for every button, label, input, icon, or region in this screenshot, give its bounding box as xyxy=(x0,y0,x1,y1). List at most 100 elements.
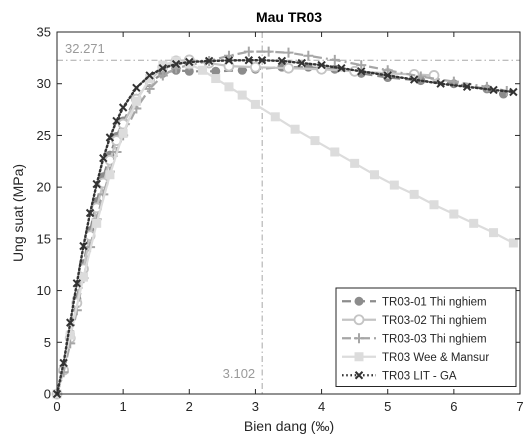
series-point xyxy=(237,90,247,100)
series-point xyxy=(118,103,128,112)
peak-strain-label: 3.102 xyxy=(223,366,256,381)
legend-marker xyxy=(354,371,364,380)
y-tick-label: 20 xyxy=(37,180,51,195)
chart-title: Mau TR03 xyxy=(256,9,322,25)
legend-entry: TR03-01 Thi nghiem xyxy=(342,296,487,308)
series-point xyxy=(204,56,214,66)
y-tick-label: 10 xyxy=(37,283,51,298)
series-point xyxy=(303,50,314,61)
series-point xyxy=(283,47,294,58)
series-point xyxy=(112,116,121,126)
series-point xyxy=(185,57,194,67)
y-tick-label: 30 xyxy=(37,76,51,91)
series-point xyxy=(270,112,280,122)
legend-marker xyxy=(353,314,365,326)
legend-marker xyxy=(354,352,364,362)
series-layer xyxy=(51,46,518,400)
series-point xyxy=(337,63,346,73)
x-tick-label: 7 xyxy=(516,399,523,414)
series-point xyxy=(277,56,287,66)
series-point xyxy=(509,87,518,97)
legend-entry: TR03-02 Thi nghiem xyxy=(342,314,487,327)
series-point xyxy=(462,82,472,92)
x-tick-label: 5 xyxy=(384,399,391,414)
plot-area-border xyxy=(56,31,521,395)
x-tick-label: 6 xyxy=(450,399,457,414)
series-point xyxy=(224,56,234,65)
series-4 xyxy=(52,56,518,399)
series-point xyxy=(429,200,439,210)
legend-entry: TR03-03 Thi nghiem xyxy=(342,333,487,345)
series-point xyxy=(436,79,445,88)
legend-label: TR03-01 Thi nghiem xyxy=(382,296,487,308)
series-point xyxy=(92,218,102,228)
series-point xyxy=(317,60,326,70)
series-point xyxy=(489,85,498,95)
x-tick-label: 4 xyxy=(318,399,325,414)
series-point xyxy=(409,189,419,199)
series-point xyxy=(350,158,360,168)
series-point xyxy=(105,170,115,180)
legend-marker xyxy=(354,296,364,306)
series-point xyxy=(508,238,518,248)
series-point xyxy=(211,74,221,84)
series-point xyxy=(250,61,261,73)
series-point xyxy=(448,76,459,87)
series-point xyxy=(72,279,82,288)
legend-label: TR03 LIT - GA xyxy=(382,370,457,382)
y-tick-label: 25 xyxy=(37,128,51,143)
series-point xyxy=(389,180,399,190)
series-point xyxy=(250,99,260,109)
series-point xyxy=(356,60,367,71)
series-5 xyxy=(52,56,518,399)
series-point xyxy=(184,59,194,69)
series-point xyxy=(382,65,393,76)
series-point xyxy=(263,46,274,57)
series-point xyxy=(131,96,141,106)
series-point xyxy=(369,170,379,180)
series-point xyxy=(224,82,234,92)
series-point xyxy=(99,153,108,163)
series-point xyxy=(283,62,294,74)
series-point xyxy=(409,75,419,84)
series-point xyxy=(78,272,88,282)
series-point xyxy=(310,136,320,146)
series-point xyxy=(59,358,68,368)
series-point xyxy=(257,56,267,65)
legend: TR03-01 Thi nghiem TR03-02 Thi nghiem TR03… xyxy=(335,287,517,387)
y-tick-label: 35 xyxy=(37,25,51,40)
x-tick-label: 2 xyxy=(186,399,193,414)
legend-entry: TR03 Wee & Mansur xyxy=(342,352,489,364)
peak-stress-label: 32.271 xyxy=(65,41,105,56)
series-point xyxy=(92,179,101,189)
series-point xyxy=(132,83,141,93)
series-point xyxy=(243,46,254,57)
y-tick-label: 5 xyxy=(44,335,51,350)
series-point xyxy=(66,318,75,327)
x-tick-label: 3 xyxy=(252,399,259,414)
legend-label: TR03-02 Thi nghiem xyxy=(382,315,487,327)
series-point xyxy=(489,228,499,238)
series-point xyxy=(157,70,168,81)
series-point xyxy=(85,208,95,218)
series-point xyxy=(65,330,75,340)
series-point xyxy=(297,58,306,68)
annotation-layer: 32.271 3.102 xyxy=(57,32,520,394)
legend-label: TR03-03 Thi nghiem xyxy=(382,333,487,345)
x-axis-title: Bien dang (‰) xyxy=(244,418,334,434)
series-point xyxy=(105,133,115,142)
series-point xyxy=(469,218,479,228)
series-point xyxy=(329,54,340,65)
series-point xyxy=(198,65,208,75)
series-point xyxy=(171,59,181,69)
y-axis-title: Ung suat (MPa) xyxy=(10,164,26,262)
series-point xyxy=(290,124,300,134)
series-point xyxy=(449,209,459,219)
series-point xyxy=(357,67,366,76)
axes-layer: 0 1 2 3 4 5 6 7 0 5 10 15 20 25 30 35 xyxy=(37,25,524,415)
y-tick-label: 0 xyxy=(44,387,51,402)
series-point xyxy=(144,83,155,94)
series-point xyxy=(158,63,168,73)
